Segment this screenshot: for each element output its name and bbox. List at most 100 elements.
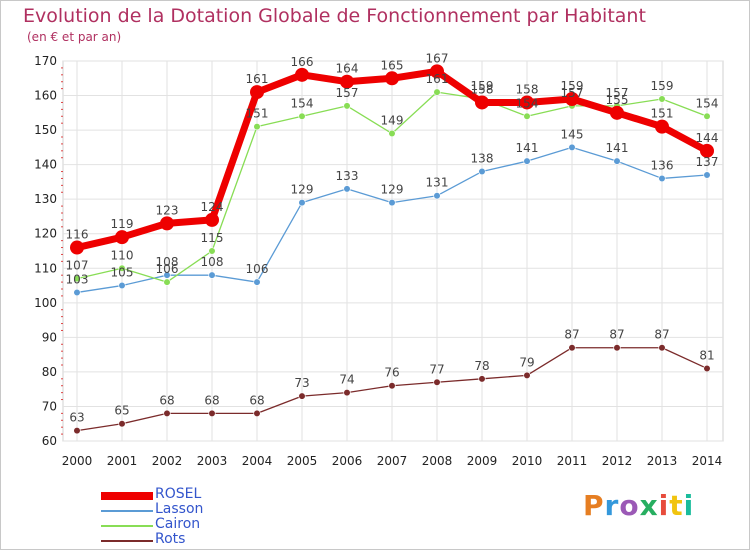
data-point-lasson (658, 174, 666, 183)
y-tick-label: 80 (42, 365, 57, 379)
legend-swatch (101, 540, 153, 542)
data-label-cairon: 110 (111, 248, 134, 262)
data-label-lasson: 129 (381, 183, 404, 197)
data-point-rosel (655, 119, 669, 134)
data-point-rosel (160, 216, 174, 231)
legend-label: Lasson (155, 501, 204, 517)
y-tick-label: 130 (34, 192, 57, 206)
data-label-rots: 87 (609, 328, 624, 342)
data-label-cairon: 115 (201, 231, 224, 245)
data-point-rots (73, 427, 81, 435)
data-point-cairon (343, 102, 351, 110)
data-point-lasson (388, 199, 396, 207)
data-point-rosel (475, 95, 489, 110)
data-point-rots (613, 344, 621, 352)
data-label-rosel: 166 (291, 55, 314, 69)
data-label-lasson: 103 (66, 272, 89, 286)
data-point-rosel (610, 105, 624, 120)
data-label-cairon: 154 (696, 96, 719, 110)
data-point-cairon (658, 95, 666, 103)
data-label-cairon: 161 (426, 72, 449, 86)
data-label-rosel: 158 (516, 82, 539, 96)
data-point-rots (433, 378, 441, 386)
data-label-rosel: 116 (66, 228, 89, 242)
data-label-cairon: 154 (291, 96, 314, 110)
legend-label: ROSEL (155, 486, 202, 502)
y-tick-label: 90 (42, 330, 57, 344)
data-label-rots: 78 (474, 359, 489, 373)
data-point-rots (343, 389, 351, 397)
logo-letter: o (619, 489, 640, 522)
data-label-lasson: 108 (201, 255, 224, 269)
x-tick-label: 2002 (152, 454, 183, 468)
data-label-rosel: 151 (651, 107, 674, 121)
data-label-rots: 76 (384, 366, 399, 380)
data-point-rosel (115, 230, 129, 245)
x-tick-label: 2006 (332, 454, 363, 468)
data-label-rots: 68 (249, 393, 264, 407)
logo-letter: x (639, 489, 659, 522)
data-label-rots: 79 (519, 355, 534, 369)
x-tick-label: 2001 (107, 454, 138, 468)
data-point-rosel (340, 74, 354, 89)
data-point-lasson (613, 157, 621, 165)
x-tick-label: 2005 (287, 454, 318, 468)
data-point-cairon (298, 112, 306, 120)
x-tick-label: 2007 (377, 454, 408, 468)
y-tick-label: 110 (34, 261, 57, 275)
data-label-lasson: 145 (561, 127, 584, 141)
x-tick-label: 2004 (242, 454, 273, 468)
data-point-rots (208, 409, 216, 417)
x-tick-label: 2013 (647, 454, 678, 468)
data-point-rosel (205, 212, 219, 227)
data-label-rots: 65 (114, 404, 129, 418)
data-label-rosel: 159 (561, 79, 584, 93)
y-tick-label: 150 (34, 123, 57, 137)
legend-swatch (101, 510, 153, 512)
data-label-rots: 81 (699, 348, 714, 362)
data-point-lasson (118, 281, 126, 290)
data-point-rots (253, 409, 261, 417)
x-tick-label: 2009 (467, 454, 498, 468)
legend-label: Cairon (155, 516, 201, 532)
data-label-rosel: 161 (246, 72, 269, 86)
data-label-rosel: 155 (606, 93, 629, 107)
data-label-rots: 68 (159, 393, 174, 407)
legend-label: Rots (155, 531, 186, 547)
data-label-cairon: 154 (516, 96, 539, 110)
data-point-rots (658, 344, 666, 352)
data-label-rosel: 119 (111, 217, 134, 231)
data-label-lasson: 106 (246, 262, 269, 276)
data-label-rots: 68 (204, 393, 219, 407)
data-label-cairon: 157 (606, 86, 629, 100)
data-label-lasson: 136 (651, 158, 674, 172)
data-point-cairon (253, 123, 261, 131)
data-point-cairon (703, 112, 711, 120)
data-label-cairon: 159 (471, 79, 494, 93)
x-tick-label: 2014 (692, 454, 723, 468)
y-tick-label: 60 (42, 434, 57, 448)
data-point-cairon (523, 112, 531, 120)
data-label-lasson: 133 (336, 169, 359, 183)
data-point-rosel (70, 240, 84, 255)
data-point-rots (298, 392, 306, 400)
data-point-lasson (703, 171, 711, 179)
data-point-rosel (295, 67, 309, 82)
data-label-rosel: 164 (336, 62, 359, 76)
data-label-rots: 73 (294, 376, 309, 390)
data-point-lasson (343, 185, 351, 193)
data-label-lasson: 105 (111, 266, 134, 280)
data-label-lasson: 131 (426, 176, 449, 190)
proxiti-logo: Proxiti (583, 489, 694, 522)
data-label-rosel: 144 (696, 131, 719, 145)
data-label-rots: 77 (429, 362, 444, 376)
data-point-rots (523, 371, 531, 379)
chart-subtitle: (en € et par an) (27, 30, 122, 44)
x-tick-label: 2003 (197, 454, 228, 468)
data-point-rots (703, 364, 711, 373)
data-label-rosel: 165 (381, 58, 404, 72)
data-point-cairon (433, 88, 441, 96)
data-point-rosel (565, 92, 579, 106)
